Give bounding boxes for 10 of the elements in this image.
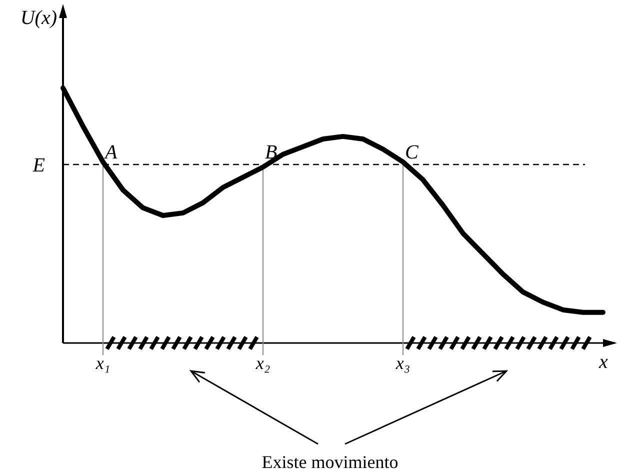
x-tick-label: x₃ xyxy=(394,353,410,373)
text: Existe movimiento xyxy=(262,452,398,472)
annotation: C xyxy=(405,142,419,164)
annotation: B xyxy=(265,142,278,164)
x-tick-label: x₂ xyxy=(254,353,270,373)
y-axis-title: U(x) xyxy=(20,7,58,29)
ref-line-label: E xyxy=(32,154,45,176)
x-tick-label: x₁ xyxy=(94,353,110,373)
x-axis-title: x xyxy=(598,351,608,373)
annotation: A xyxy=(103,142,118,164)
